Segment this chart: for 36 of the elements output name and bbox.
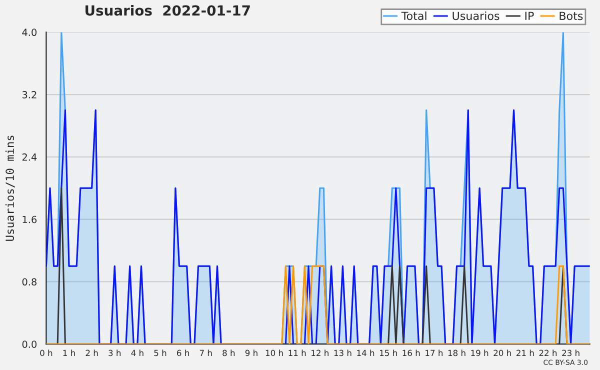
legend-label: Bots: [560, 12, 583, 20]
y-tick-label: 1.6: [22, 216, 37, 224]
x-tick-label: 20 h: [494, 350, 511, 356]
x-tick-label: 10 h: [266, 350, 283, 356]
x-tick-label: 16 h: [402, 350, 420, 356]
x-tick-label: 7 h: [200, 350, 212, 356]
x-tick-label: 6 h: [177, 350, 189, 356]
y-tick-label: 4.0: [22, 28, 37, 36]
legend-label: Usuarios: [452, 11, 500, 20]
x-tick-label: 4 h: [131, 350, 144, 356]
y-tick-label: 0.0: [22, 340, 37, 348]
chart-title: Usuarios 2022-01-17: [86, 4, 250, 16]
y-tick-label: 3.2: [22, 91, 36, 98]
x-tick-label: 23 h: [562, 350, 580, 356]
x-tick-label: 17 h: [426, 350, 443, 356]
x-tick-label: 22 h: [539, 350, 557, 356]
legend-label: IP: [525, 12, 534, 20]
y-tick-label: 0.8: [22, 278, 37, 286]
y-tick-label: 2.4: [22, 153, 37, 161]
x-tick-label: 0 h: [40, 350, 52, 356]
x-tick-label: 1 h: [63, 350, 75, 356]
x-tick-label: 18 h: [448, 350, 466, 356]
x-tick-label: 2 h: [86, 350, 98, 356]
x-tick-label: 9 h: [245, 350, 258, 356]
x-tick-label: 3 h: [108, 350, 121, 356]
y-axis-title: Usuarios/10 mins: [5, 136, 15, 241]
x-tick-label: 12 h: [312, 350, 328, 356]
x-tick-label: 15 h: [380, 350, 397, 356]
x-tick-label: 8 h: [222, 350, 235, 356]
x-tick-label: 13 h: [334, 350, 352, 356]
x-tick-label: 5 h: [154, 350, 166, 356]
legend-label: Total: [401, 11, 426, 20]
x-tick-label: 19 h: [471, 350, 488, 356]
x-tick-label: 11 h: [288, 350, 306, 356]
x-tick-label: 14 h: [357, 350, 374, 356]
x-tick-label: 21 h: [516, 350, 534, 356]
